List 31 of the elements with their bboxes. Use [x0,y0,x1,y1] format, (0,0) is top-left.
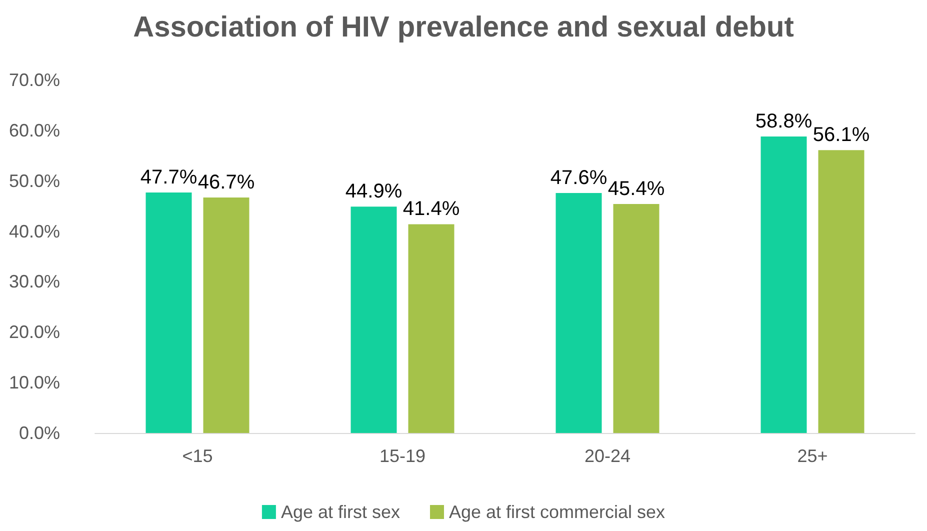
x-tick-label: 15-19 [379,446,426,466]
bar [350,206,397,433]
bar [146,192,192,433]
data-label: 58.8% [755,110,812,132]
y-tick-label: 0.0% [18,423,60,443]
y-tick-label: 20.0% [8,322,60,342]
legend-label: Age at first sex [280,502,400,522]
data-label: 46.7% [198,172,255,194]
data-label: 44.9% [345,180,402,203]
data-label: 56.1% [812,124,870,146]
y-tick-label: 40.0% [8,221,60,242]
bar [556,192,602,433]
data-label: 41.4% [402,198,460,220]
bar [408,224,454,433]
bar [818,150,864,433]
y-tick-label: 50.0% [8,170,60,191]
bar [203,198,250,433]
x-tick-label: 20-24 [584,446,631,466]
y-tick-label: 10.0% [8,372,60,393]
y-tick-label: 70.0% [8,70,60,90]
bar [613,204,660,433]
y-tick-label: 60.0% [8,120,60,140]
data-label: 45.4% [608,178,665,200]
chart-title: Association of HIV prevalence and sexual debut [133,12,794,44]
data-label: 47.6% [550,166,608,189]
x-tick-label: 25+ [797,446,828,466]
x-tick-label: <15 [182,446,213,466]
y-tick-label: 30.0% [8,272,60,292]
legend-label: Age at first commercial sex [448,502,666,522]
data-label: 47.7% [140,166,198,188]
bar [760,136,807,433]
